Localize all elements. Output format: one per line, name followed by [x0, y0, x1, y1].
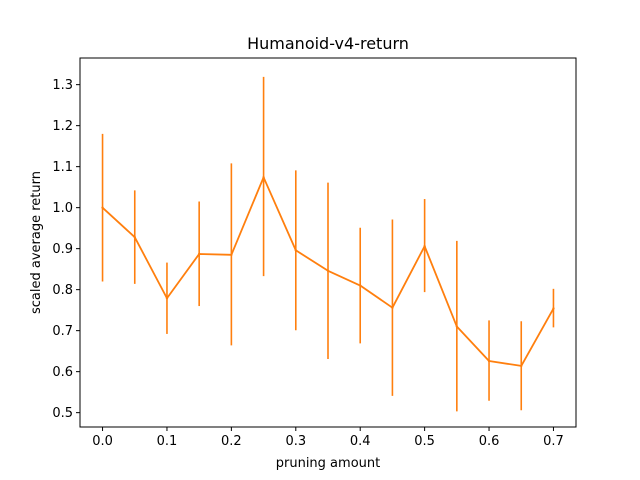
x-tick-label: 0.1: [157, 434, 178, 449]
data-point: [262, 176, 265, 179]
plot-frame: [79, 57, 577, 428]
y-tick-label: 0.7: [52, 324, 73, 339]
chart-title: Humanoid-v4-return: [247, 34, 409, 53]
x-tick-label: 0.7: [543, 434, 564, 449]
x-axis-label: pruning amount: [276, 456, 380, 471]
data-point: [359, 284, 362, 287]
y-tick-label: 0.5: [52, 406, 73, 421]
y-tick-label: 1.1: [52, 160, 73, 175]
data-point: [423, 244, 426, 248]
data-point: [552, 307, 555, 310]
y-tick-label: 0.8: [52, 283, 73, 298]
plot-area: [101, 76, 555, 412]
data-point: [455, 325, 459, 328]
y-axis: 0.5 0.6 0.7 0.8 0.9 1.0 1.1 1.2 1.3: [52, 78, 80, 421]
data-point: [520, 364, 523, 368]
y-tick-label: 0.6: [52, 365, 73, 380]
data-point: [165, 297, 169, 300]
x-tick-label: 0.5: [414, 434, 435, 449]
data-point: [230, 253, 233, 256]
data-point: [197, 252, 201, 256]
data-point: [294, 249, 297, 252]
y-tick-label: 1.2: [52, 119, 73, 134]
x-tick-label: 0.2: [221, 434, 242, 449]
x-axis: 0.0 0.1 0.2 0.3 0.4 0.5 0.6 0.7: [92, 427, 564, 449]
data-point: [326, 269, 330, 272]
y-tick-label: 1.3: [52, 78, 73, 93]
y-tick-label: 0.9: [52, 242, 73, 257]
x-tick-label: 0.3: [285, 434, 306, 449]
y-tick-label: 1.0: [52, 201, 73, 216]
data-point: [487, 359, 491, 363]
data-point: [391, 306, 394, 309]
data-point: [133, 235, 136, 239]
x-tick-label: 0.0: [92, 434, 113, 449]
x-tick-label: 0.6: [479, 434, 500, 449]
x-tick-label: 0.4: [350, 434, 371, 449]
data-point: [101, 206, 104, 209]
y-axis-label: scaled average return: [29, 171, 44, 314]
